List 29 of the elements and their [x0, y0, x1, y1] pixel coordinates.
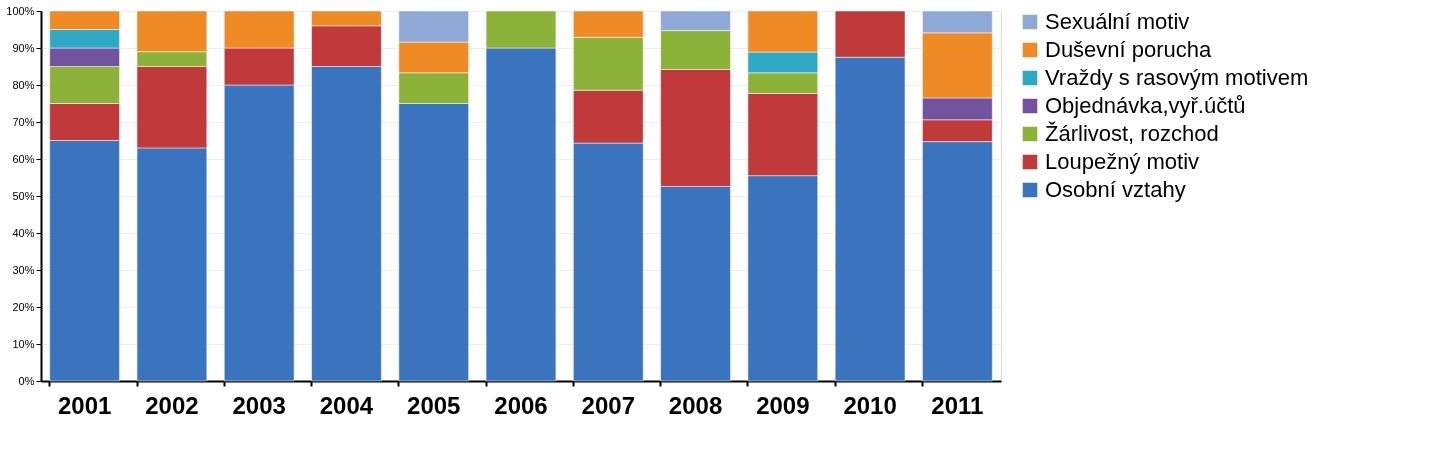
x-tick-label: 2001 [57, 391, 112, 419]
legend-label: Osobní vztahy [1045, 177, 1186, 202]
y-tick-label: 100% [6, 4, 35, 17]
legend-label: Objednávka,vyř.účtů [1045, 93, 1246, 118]
y-tick-label: 40% [12, 226, 35, 239]
legend-label: Duševní porucha [1045, 37, 1213, 62]
x-tick-label: 2009 [756, 391, 810, 419]
y-tick-label: 30% [12, 263, 35, 276]
y-tick-label: 20% [12, 300, 35, 313]
legend-label: Loupežný motiv [1045, 149, 1200, 174]
x-tick-label: 2008 [668, 391, 723, 419]
legend-label: Vraždy s rasovým motivem [1045, 65, 1309, 90]
x-tick-label: 2011 [931, 391, 984, 419]
legend-label: Žárlivost, rozchod [1045, 121, 1219, 146]
y-tick-label: 50% [12, 189, 35, 202]
x-tick-label: 2010 [843, 391, 897, 419]
x-tick-label: 2006 [494, 391, 548, 419]
x-tick-label: 2004 [319, 391, 374, 419]
x-tick-label: 2003 [232, 391, 286, 419]
legend-label: Sexuální motiv [1045, 9, 1190, 34]
x-tick-label: 2002 [145, 391, 199, 419]
x-tick-label: 2005 [407, 391, 461, 419]
y-tick-label: 70% [12, 115, 35, 128]
x-tick-label: 2007 [581, 391, 635, 419]
y-tick-label: 80% [12, 78, 35, 91]
y-tick-label: 10% [12, 337, 35, 350]
y-tick-label: 90% [12, 41, 35, 54]
y-tick-label: 60% [12, 152, 35, 165]
y-tick-label: 0% [18, 374, 35, 387]
